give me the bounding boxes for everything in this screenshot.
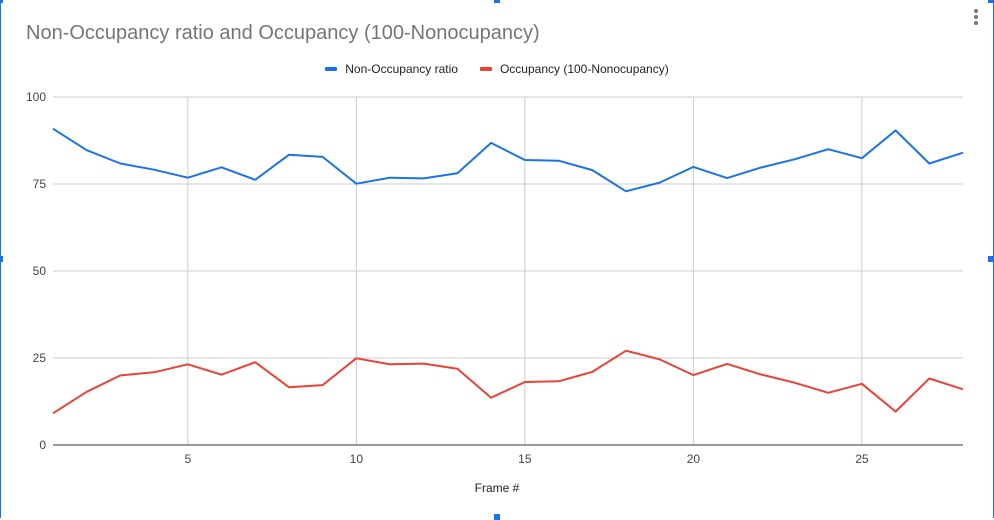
legend-entry-non-occupancy[interactable]: Non-Occupancy ratio	[325, 62, 458, 76]
x-tick-label: 20	[687, 452, 701, 466]
x-tick-label: 25	[855, 452, 869, 466]
series-line-occupancy	[52, 349, 964, 415]
x-tick-label: 10	[350, 452, 364, 466]
legend: Non-Occupancy ratio Occupancy (100-Nonoc…	[0, 60, 994, 78]
chart-title: Non-Occupancy ratio and Occupancy (100-N…	[26, 22, 540, 44]
resize-handle-right[interactable]	[988, 256, 994, 262]
y-tick-label: 0	[39, 438, 46, 452]
legend-label: Non-Occupancy ratio	[345, 62, 458, 76]
resize-handle-top-right[interactable]	[988, 0, 994, 3]
legend-swatch-blue	[325, 67, 338, 71]
y-tick-label: 100	[26, 90, 46, 104]
resize-handle-top[interactable]	[494, 0, 500, 3]
resize-handle-top-left[interactable]	[0, 0, 3, 3]
series-line-non-occupancy	[52, 127, 964, 193]
resize-handle-bottom[interactable]	[494, 514, 500, 520]
x-axis-title: Frame #	[474, 481, 520, 495]
legend-label: Occupancy (100-Nonocupancy)	[499, 62, 669, 76]
y-tick-label: 50	[33, 264, 47, 278]
legend-swatch-red	[479, 67, 492, 71]
y-tick-label: 25	[33, 351, 47, 365]
more-options-icon[interactable]	[970, 8, 982, 28]
resize-handle-left[interactable]	[0, 256, 3, 262]
y-tick-label: 75	[33, 177, 47, 191]
x-tick-label: 5	[184, 452, 191, 466]
x-tick-label: 15	[518, 452, 532, 466]
legend-entry-occupancy[interactable]: Occupancy (100-Nonocupancy)	[479, 62, 669, 76]
